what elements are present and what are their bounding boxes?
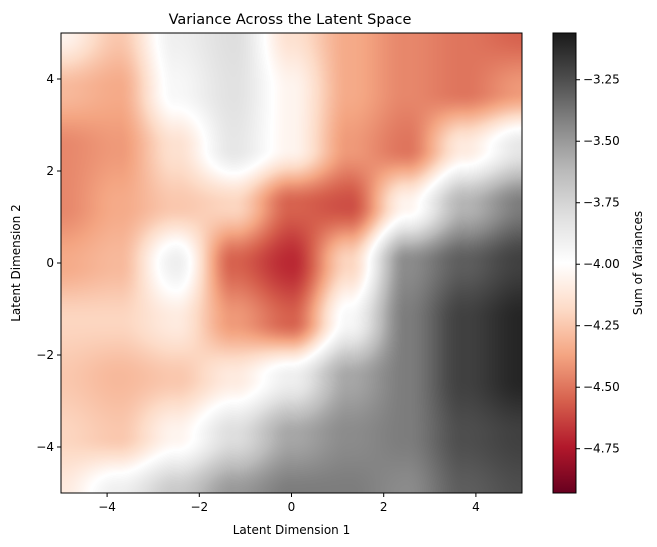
colorbar: −3.25 −3.50 −3.75 −4.00 −4.25 −4.50 −4.75 Sum …	[552, 32, 645, 494]
colorbar-tick-label: −4.50	[583, 380, 620, 394]
x-tick-label: 2	[380, 500, 388, 514]
colorbar-tick-label: −3.50	[583, 134, 620, 148]
x-axis-label: Latent Dimension 1	[233, 523, 351, 537]
plot-area	[60, 32, 523, 494]
x-tick-label: 4	[472, 500, 480, 514]
colorbar-tick-label: −3.25	[583, 73, 620, 87]
heatmap-image	[61, 33, 522, 493]
x-tick-label: −4	[98, 500, 116, 514]
y-tick-label: 4	[46, 72, 54, 86]
colorbar-label: Sum of Variances	[631, 211, 645, 315]
colorbar-tick-label: −4.75	[583, 442, 620, 456]
y-tick-label: 0	[46, 256, 54, 270]
y-tick-label: −4	[36, 440, 54, 454]
y-axis-label: Latent Dimension 2	[9, 204, 23, 322]
x-tick-label: −2	[190, 500, 208, 514]
x-axis-ticks: −4 −2 0 2 4	[98, 493, 480, 514]
y-axis-ticks: −4 −2 0 2 4	[36, 72, 61, 454]
colorbar-tick-label: −3.75	[583, 196, 620, 210]
colorbar-ticks: −3.25 −3.50 −3.75 −4.00 −4.25 −4.50 −4.75	[576, 73, 620, 456]
colorbar-gradient	[553, 33, 576, 493]
colorbar-tick-label: −4.25	[583, 319, 620, 333]
y-tick-label: −2	[36, 348, 54, 362]
x-tick-label: 0	[288, 500, 296, 514]
colorbar-frame	[552, 32, 577, 494]
chart-title: Variance Across the Latent Space	[169, 12, 412, 28]
y-tick-label: 2	[46, 164, 54, 178]
colorbar-tick-label: −4.00	[583, 257, 620, 271]
